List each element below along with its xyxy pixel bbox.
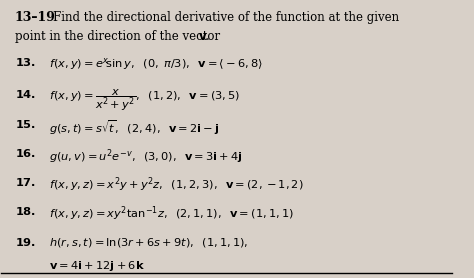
Text: $f(x, y, z) = x^2 y + y^2 z,\;\;(1, 2, 3),\;\;\mathbf{v} = (2, -1, 2)$: $f(x, y, z) = x^2 y + y^2 z,\;\;(1, 2, 3…: [49, 176, 303, 194]
Text: $\mathbf{16.}$: $\mathbf{16.}$: [15, 147, 36, 159]
Text: $f(x, y) = e^x\!\sin y,\;\;(0,\;\pi/3),\;\;\mathbf{v} = \langle -6, 8\rangle$: $f(x, y) = e^x\!\sin y,\;\;(0,\;\pi/3),\…: [49, 56, 263, 72]
Text: $\mathbf{19.}$: $\mathbf{19.}$: [15, 236, 36, 248]
Text: point in the direction of the vector: point in the direction of the vector: [15, 30, 224, 43]
Text: $\mathbf{15.}$: $\mathbf{15.}$: [15, 118, 36, 130]
Text: $f(x, y) = \dfrac{x}{x^2 + y^2},\;\;(1, 2),\;\;\mathbf{v} = (3, 5)$: $f(x, y) = \dfrac{x}{x^2 + y^2},\;\;(1, …: [49, 88, 240, 113]
Text: $g(u, v) = u^2 e^{-v},\;\;(3, 0),\;\;\mathbf{v} = 3\mathbf{i} + 4\mathbf{j}$: $g(u, v) = u^2 e^{-v},\;\;(3, 0),\;\;\ma…: [49, 147, 243, 166]
Text: $\mathbf{17.}$: $\mathbf{17.}$: [15, 176, 36, 188]
Text: $h(r, s, t) = \ln(3r + 6s + 9t),\;\;(1, 1, 1),$: $h(r, s, t) = \ln(3r + 6s + 9t),\;\;(1, …: [49, 236, 248, 249]
Text: $g(s, t) = s\sqrt{t},\;\;(2, 4),\;\;\mathbf{v} = 2\mathbf{i} - \mathbf{j}$: $g(s, t) = s\sqrt{t},\;\;(2, 4),\;\;\mat…: [49, 118, 219, 137]
Text: $\mathbf{18.}$: $\mathbf{18.}$: [15, 205, 36, 217]
Text: $\mathbf{14.}$: $\mathbf{14.}$: [15, 88, 36, 100]
Text: $\mathbf{v} = 4\mathbf{i} + 12\mathbf{j} + 6\mathbf{k}$: $\mathbf{v} = 4\mathbf{i} + 12\mathbf{j}…: [49, 259, 145, 273]
Text: 13–19: 13–19: [15, 11, 56, 24]
Text: $\mathbf{13.}$: $\mathbf{13.}$: [15, 56, 36, 68]
Text: $\mathbf{v}$.: $\mathbf{v}$.: [198, 30, 210, 43]
Text: Find the directional derivative of the function at the given: Find the directional derivative of the f…: [53, 11, 399, 24]
Text: $f(x, y, z) = xy^2\tan^{-1}\!z,\;\;(2, 1, 1),\;\;\mathbf{v} = (1, 1, 1)$: $f(x, y, z) = xy^2\tan^{-1}\!z,\;\;(2, 1…: [49, 205, 293, 223]
